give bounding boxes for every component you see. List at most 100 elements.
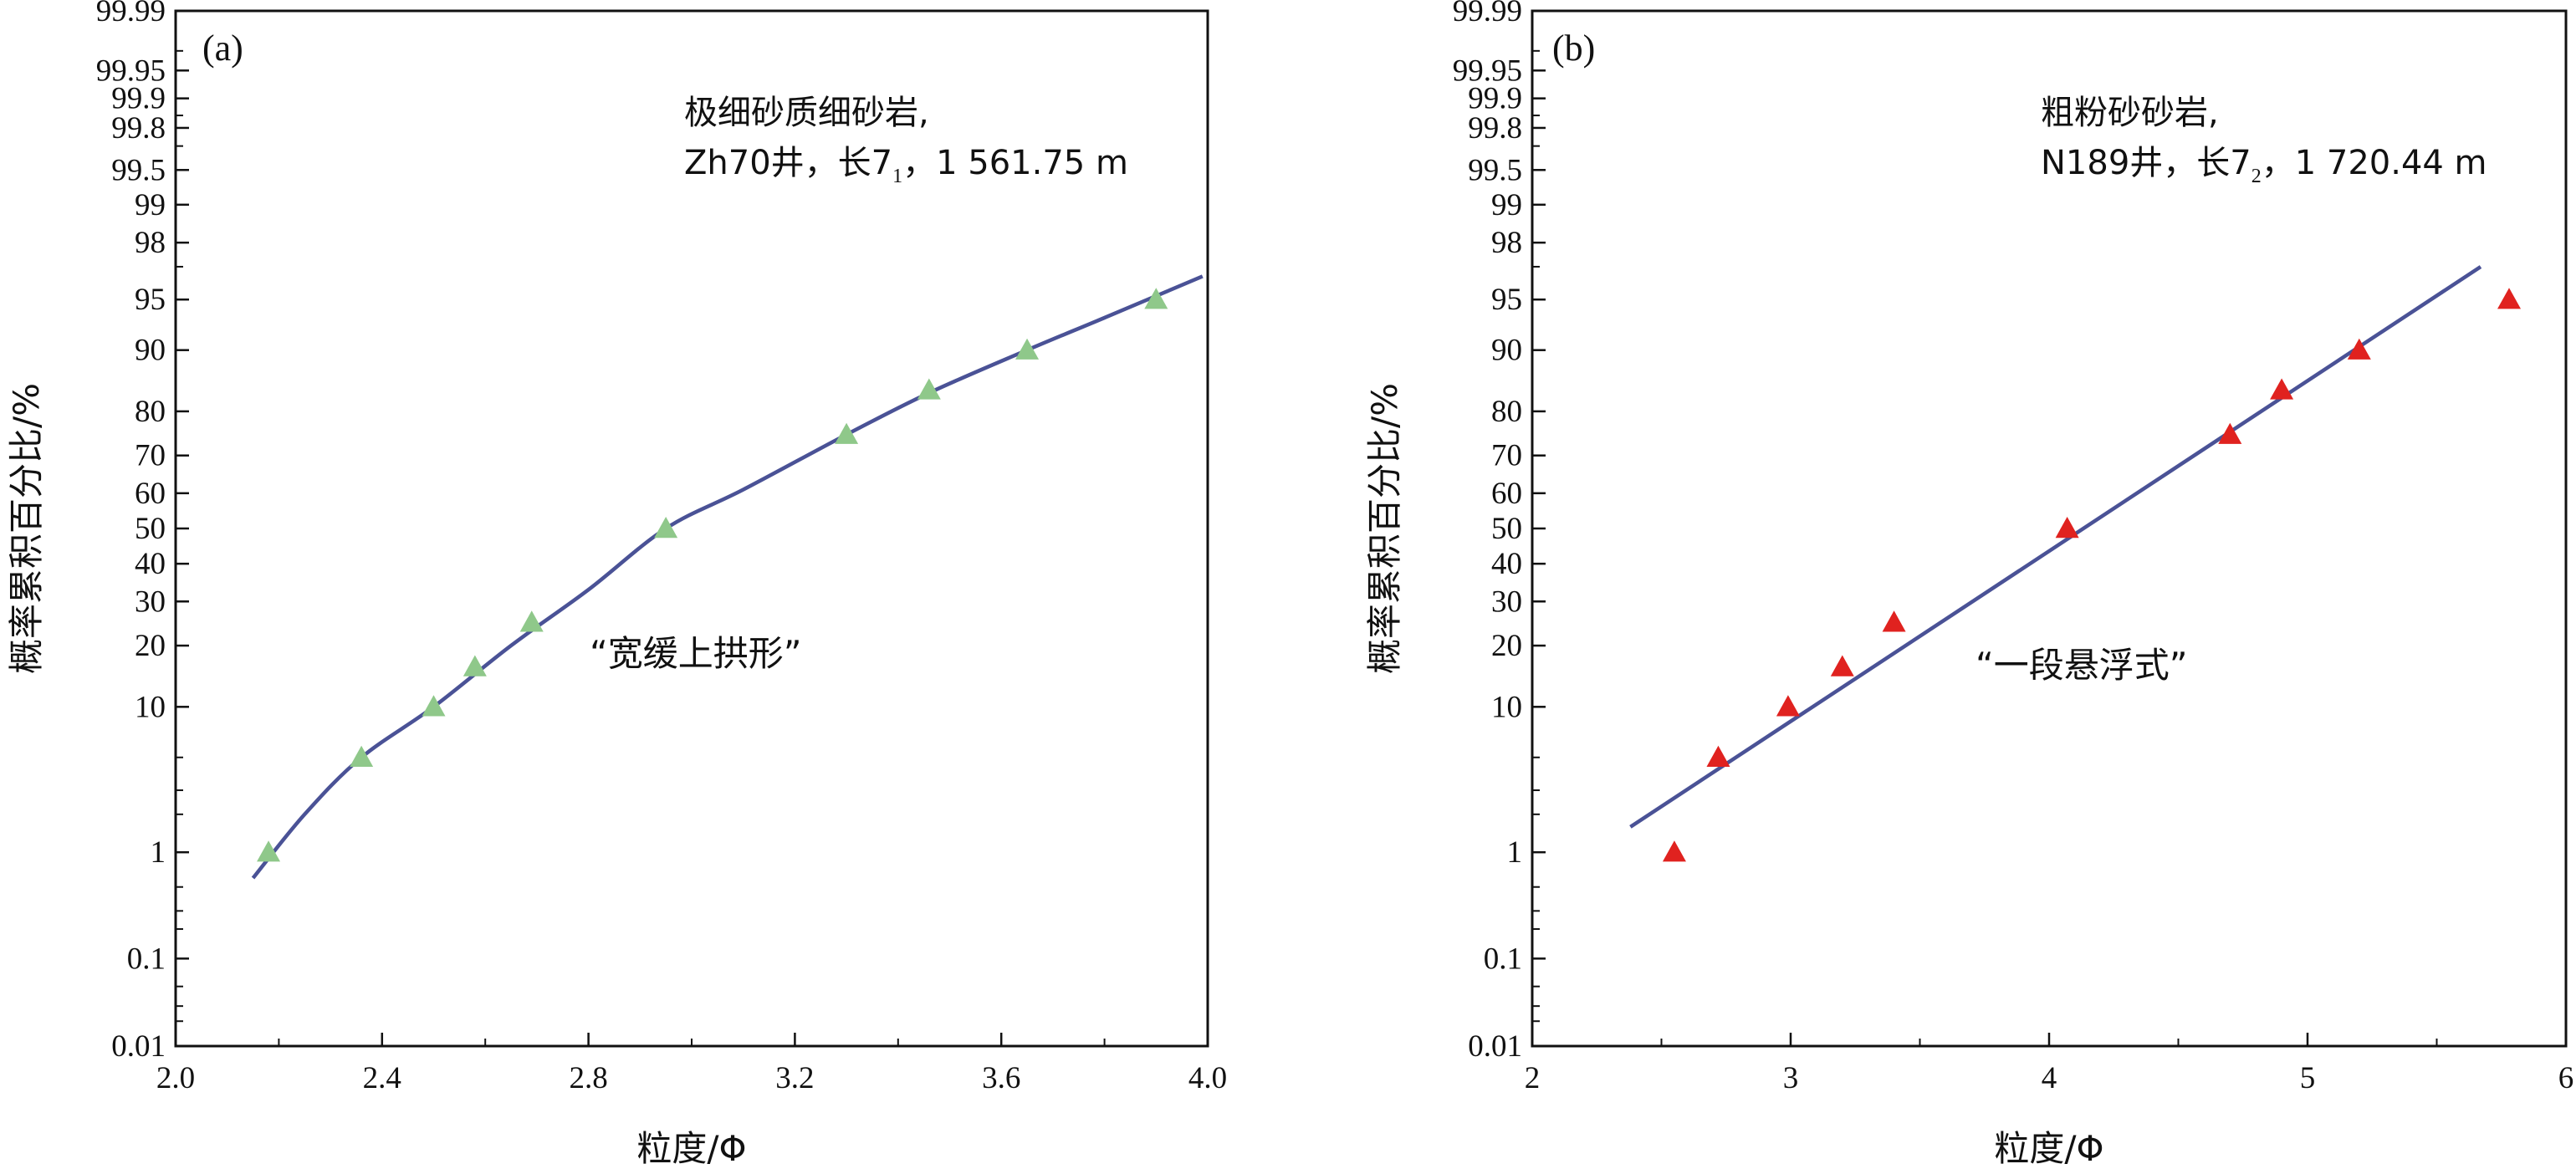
panel-label: (b) <box>1552 28 1595 69</box>
data-point-triangle <box>1662 840 1686 862</box>
fit-line-path <box>251 274 1204 880</box>
y-tick-label: 99.99 <box>1453 0 1522 28</box>
y-tick-label: 0.01 <box>1468 1029 1522 1064</box>
data-point-triangle <box>2055 517 2079 539</box>
y-tick-label: 1 <box>151 835 166 870</box>
x-tick-label: 3.2 <box>775 1061 814 1095</box>
x-tick-label: 2.0 <box>156 1061 195 1095</box>
data-points <box>1662 288 2522 862</box>
y-tick-label: 70 <box>135 439 166 473</box>
y-tick-label: 99 <box>1491 188 1522 222</box>
data-point-triangle <box>2347 338 2371 360</box>
sample-description: 极细砂质细砂岩, <box>684 94 929 132</box>
data-point-triangle <box>2270 378 2294 400</box>
well-depth-label: N189井，长72，1 720.44 m <box>2041 144 2487 187</box>
y-tick-label: 0.01 <box>111 1029 166 1064</box>
data-point-triangle <box>917 378 941 400</box>
fit-line <box>1629 265 2482 829</box>
well-depth-label: Zh70井，长71，1 561.75 m <box>684 144 1128 187</box>
well-depth-suffix: ，1 561.75 m <box>902 144 1128 182</box>
y-tick-label: 99.8 <box>1468 111 1522 145</box>
y-tick-label: 40 <box>1491 547 1522 581</box>
x-axis-label: 粒度/Φ <box>1994 1128 2103 1169</box>
y-tick-label: 99.9 <box>111 82 166 116</box>
y-tick-label: 80 <box>135 395 166 429</box>
y-tick-label: 0.1 <box>1484 942 1522 976</box>
data-point-triangle <box>2497 288 2522 309</box>
x-tick-label: 2.8 <box>569 1061 607 1095</box>
curve-shape-annotation: “宽缓上拱形” <box>590 633 802 674</box>
y-tick-label: 20 <box>135 629 166 663</box>
y-tick-label: 99 <box>135 188 166 222</box>
data-point-triangle <box>1144 288 1168 309</box>
y-tick-label: 90 <box>1491 334 1522 368</box>
x-tick-label: 5 <box>2300 1061 2316 1095</box>
y-tick-label: 10 <box>1491 690 1522 724</box>
y-tick-label: 40 <box>135 547 166 581</box>
well-depth-subscript: 1 <box>892 166 902 187</box>
panel-label: (a) <box>202 28 243 69</box>
x-tick-label: 4 <box>2042 1061 2057 1095</box>
y-tick-label: 98 <box>1491 226 1522 260</box>
y-tick-label: 99.5 <box>1468 153 1522 187</box>
y-tick-label: 99.9 <box>1468 82 1522 116</box>
curve-shape-annotation: “一段悬浮式” <box>1975 645 2188 686</box>
x-tick-label: 6 <box>2558 1061 2574 1095</box>
x-tick-label: 2 <box>1525 1061 1541 1095</box>
well-depth-prefix: Zh70井，长7 <box>684 144 892 182</box>
well-depth-prefix: N189井，长7 <box>2041 144 2251 182</box>
data-point-triangle <box>463 655 487 676</box>
y-tick-label: 60 <box>1491 477 1522 511</box>
y-tick-label: 60 <box>135 477 166 511</box>
y-tick-label: 99.5 <box>111 153 166 187</box>
data-point-triangle <box>2218 422 2242 444</box>
data-point-triangle <box>422 695 446 717</box>
y-tick-label: 98 <box>135 226 166 260</box>
x-tick-label: 3.6 <box>982 1061 1020 1095</box>
y-tick-label: 1 <box>1507 835 1523 870</box>
data-point-triangle <box>835 422 859 444</box>
y-tick-label: 0.1 <box>127 942 166 976</box>
y-tick-label: 70 <box>1491 439 1522 473</box>
data-point-triangle <box>1706 745 1730 767</box>
fit-line-path <box>1629 265 2482 829</box>
data-point-triangle <box>519 610 544 632</box>
y-tick-label: 50 <box>135 512 166 546</box>
y-tick-label: 99.99 <box>96 0 166 28</box>
y-axis-label: 概率累积百分比/% <box>1364 383 1405 674</box>
x-tick-label: 4.0 <box>1188 1061 1227 1095</box>
y-tick-label: 30 <box>1491 584 1522 619</box>
y-tick-label: 20 <box>1491 629 1522 663</box>
fit-curve <box>251 274 1204 880</box>
y-tick-label: 95 <box>135 283 166 317</box>
data-point-triangle <box>1776 695 1800 717</box>
y-tick-label: 99.95 <box>96 54 166 88</box>
y-tick-label: 10 <box>135 690 166 724</box>
x-tick-label: 3 <box>1783 1061 1799 1095</box>
y-tick-label: 90 <box>135 334 166 368</box>
y-tick-label: 50 <box>1491 512 1522 546</box>
y-tick-label: 95 <box>1491 283 1522 317</box>
y-axis-label: 概率累积百分比/% <box>6 383 47 674</box>
y-tick-label: 99.8 <box>111 111 166 145</box>
data-point-triangle <box>350 745 374 767</box>
data-point-triangle <box>257 840 281 862</box>
x-axis-label: 粒度/Φ <box>636 1128 746 1169</box>
x-axis-ticks: 2.0 2.4 2.8 3.2 3.6 4.0 <box>156 1033 1227 1095</box>
data-points <box>257 288 1168 862</box>
y-tick-label: 80 <box>1491 395 1522 429</box>
x-axis-ticks: 2 3 4 5 6 <box>1525 1033 2574 1095</box>
well-depth-subscript: 2 <box>2251 166 2262 187</box>
y-tick-label: 99.95 <box>1453 54 1522 88</box>
data-point-triangle <box>1015 338 1040 360</box>
y-tick-label: 30 <box>135 584 166 619</box>
x-tick-label: 2.4 <box>363 1061 401 1095</box>
well-depth-suffix: ，1 720.44 m <box>2262 144 2487 182</box>
data-point-triangle <box>1882 610 1906 632</box>
data-point-triangle <box>1830 655 1854 676</box>
